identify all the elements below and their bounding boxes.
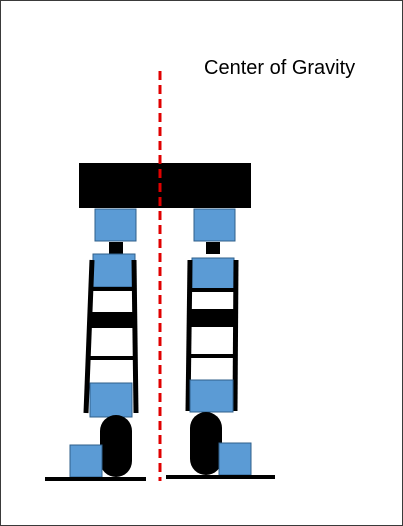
left-knee-crossbar-bottom bbox=[88, 356, 137, 360]
right-hip-joint bbox=[206, 242, 220, 254]
right-knee-bracket-outer bbox=[185, 259, 193, 412]
left-shin-servo bbox=[89, 382, 133, 418]
left-leg bbox=[45, 208, 146, 481]
left-knee-bracket-outer bbox=[83, 259, 95, 414]
right-thigh-servo bbox=[191, 257, 235, 291]
left-hip-servo bbox=[94, 208, 137, 242]
center-of-gravity-label: Center of Gravity bbox=[204, 57, 356, 79]
left-foot-base bbox=[45, 477, 146, 481]
left-knee-crossbar-top bbox=[89, 287, 136, 291]
right-shin-servo bbox=[189, 379, 234, 413]
left-knee-bracket-inner bbox=[131, 259, 139, 414]
robot-torso bbox=[79, 163, 251, 208]
right-knee-bracket-inner bbox=[232, 259, 239, 412]
right-hip-servo bbox=[193, 208, 236, 242]
right-knee-crossbar-bottom bbox=[189, 354, 237, 358]
right-leg bbox=[166, 208, 275, 479]
left-knee-link bbox=[90, 312, 135, 328]
right-foot-servo bbox=[218, 442, 252, 476]
right-knee-crossbar-top bbox=[189, 288, 237, 292]
right-foot-base bbox=[166, 475, 275, 479]
left-ankle-wheel bbox=[100, 415, 132, 477]
right-ankle-wheel bbox=[190, 412, 222, 475]
left-thigh-servo bbox=[92, 253, 136, 288]
left-hip-joint bbox=[109, 242, 123, 254]
right-knee-link bbox=[191, 309, 236, 327]
left-foot-servo bbox=[69, 444, 103, 478]
